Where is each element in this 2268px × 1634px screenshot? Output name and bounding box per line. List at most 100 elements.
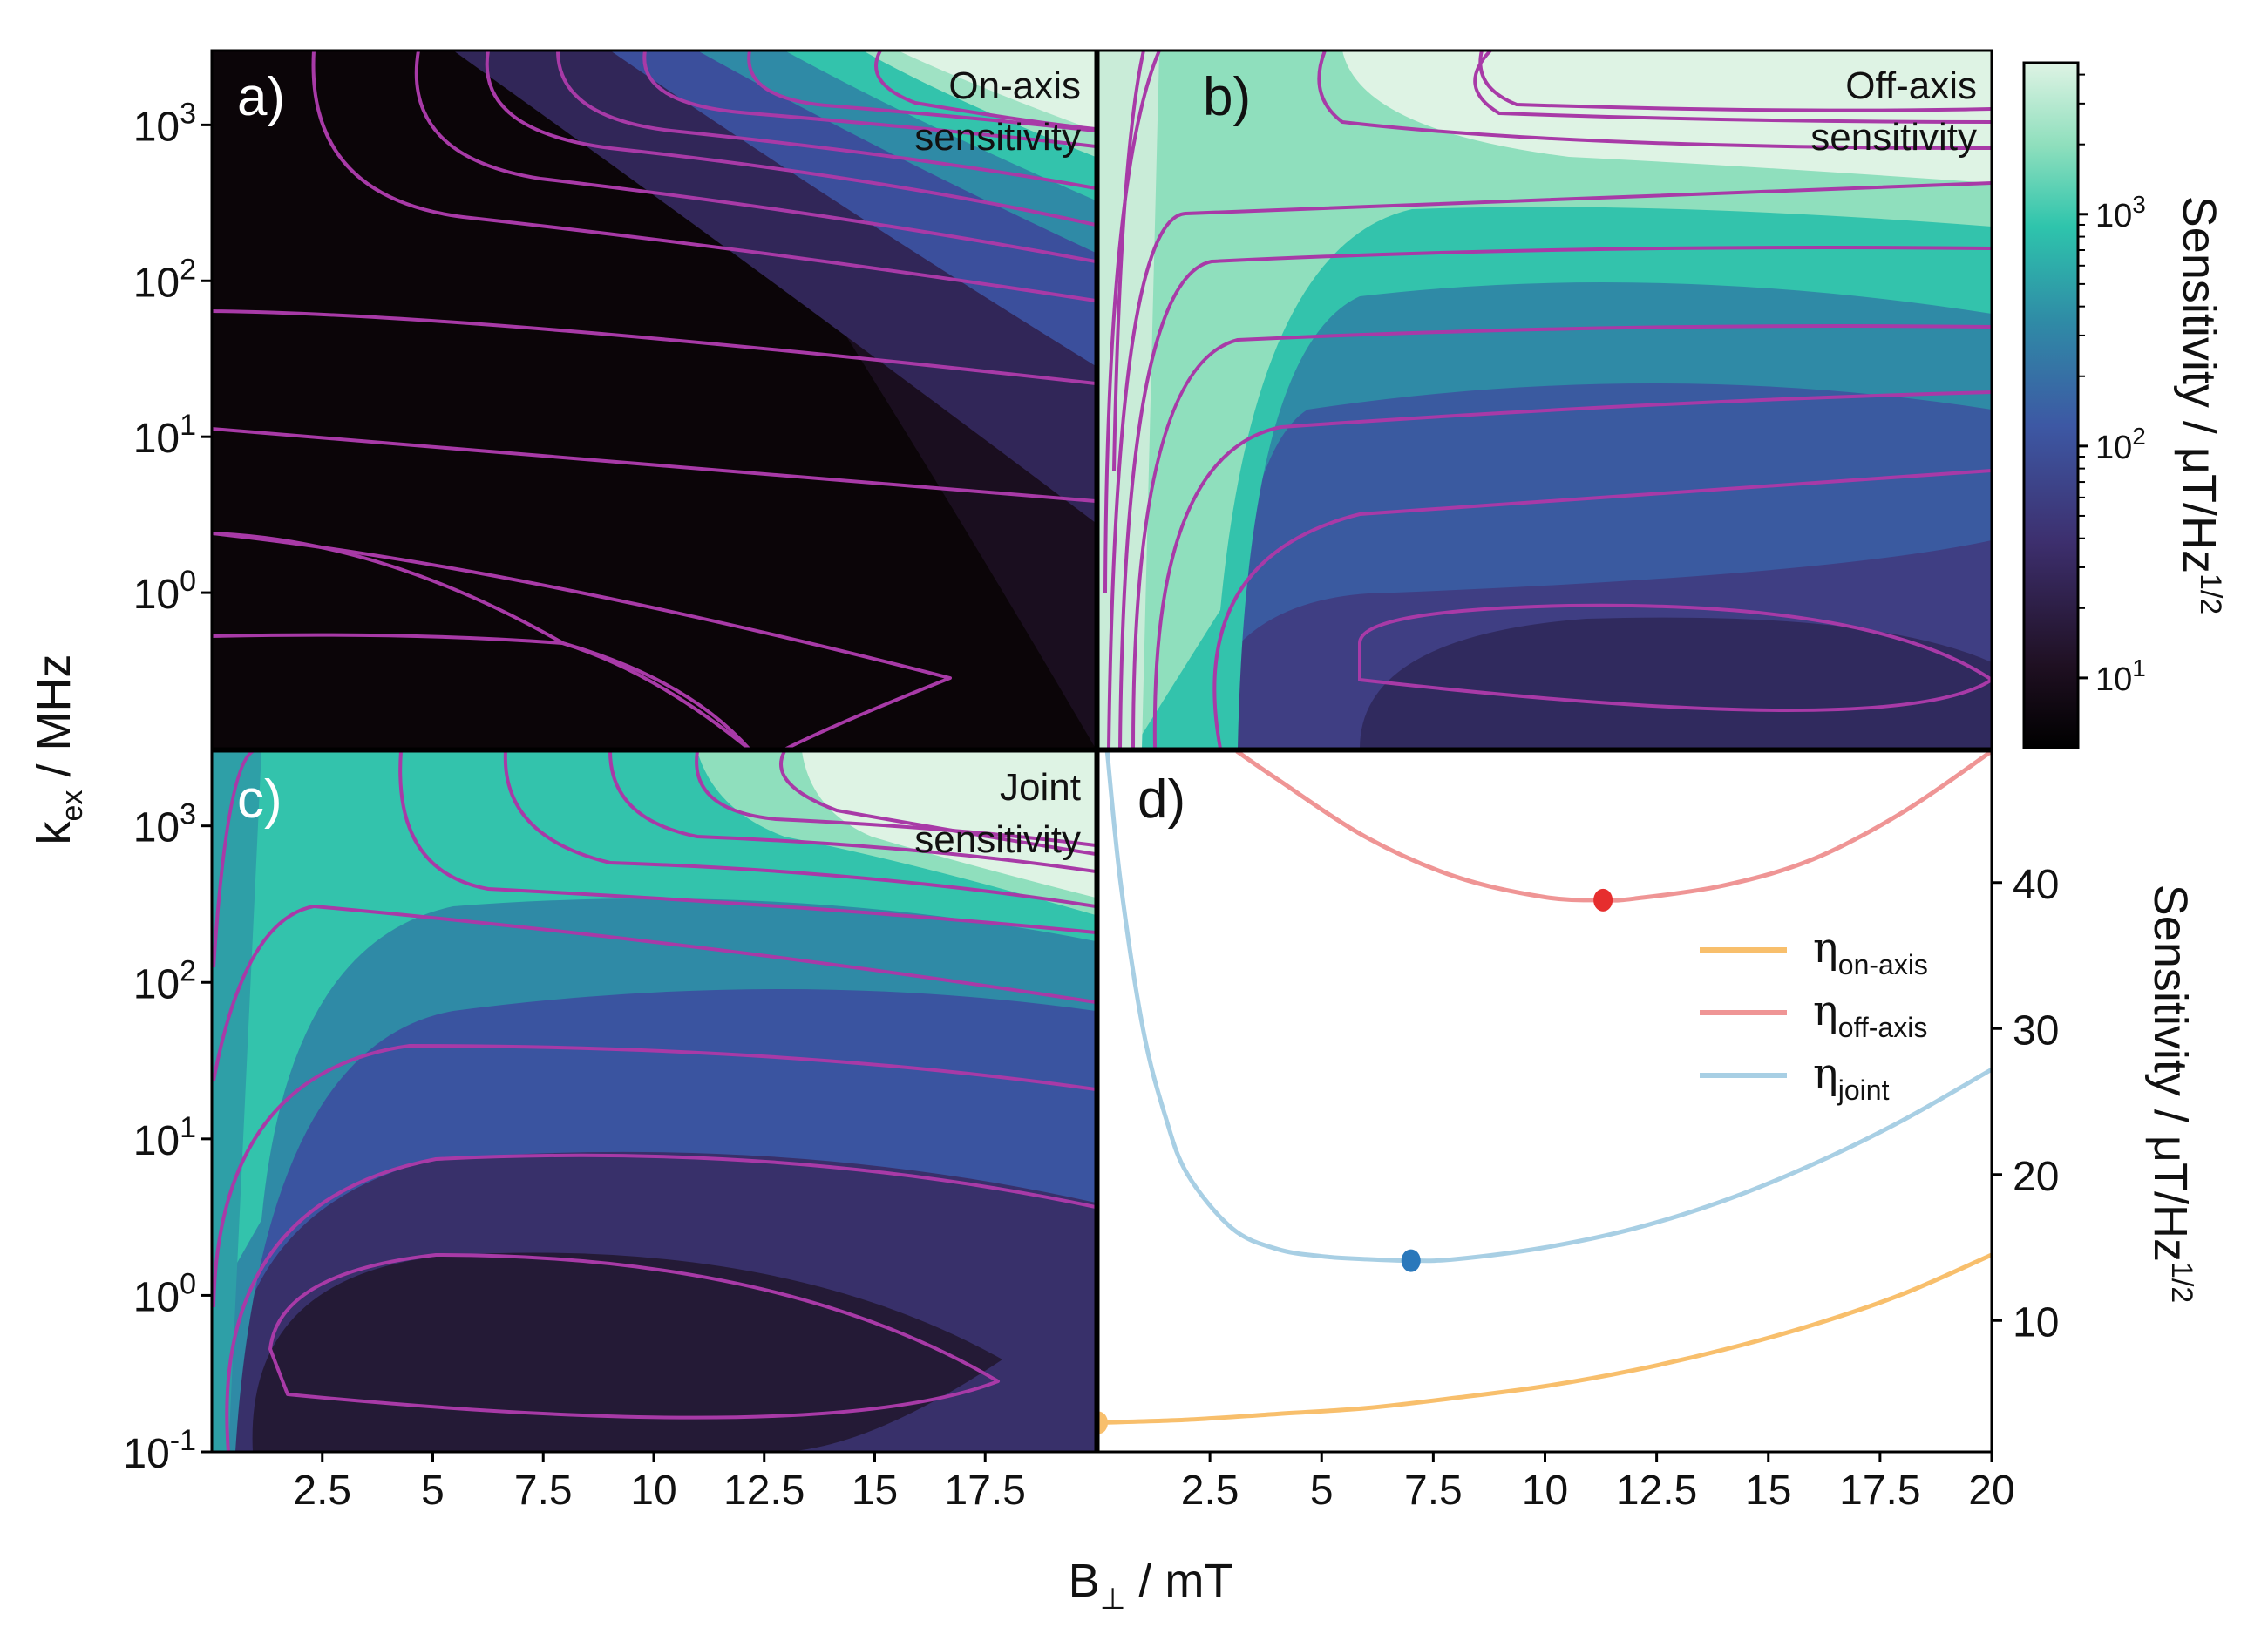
- heatmap-c-band-7: [212, 751, 261, 1452]
- axes-b-frame: [1097, 49, 1993, 750]
- shared-xlabel-rest: / mT: [1125, 1555, 1232, 1607]
- min-marker-off-axis: [1593, 888, 1613, 912]
- a-ytick-label: 100: [133, 565, 196, 618]
- c-ytick-label-base: 10: [133, 961, 180, 1007]
- c-ytick-label-base: 10: [133, 1274, 180, 1320]
- d-ytick-label: 20: [2013, 1154, 2059, 1200]
- contour-line: [212, 751, 255, 968]
- heatmap-a-band-7: [837, 51, 1096, 131]
- c-ytick-label-exp: 0: [180, 1267, 196, 1300]
- c-ytick-label: 101: [133, 1111, 196, 1164]
- legend-label-sub: on-axis: [1838, 949, 1928, 980]
- shared-ylabel-main: k: [28, 820, 80, 844]
- shared-xlabel-sub: ⊥: [1100, 1583, 1126, 1616]
- panel-b: b) Off-axis sensitivity: [1097, 49, 1993, 750]
- contour-line: [1473, 51, 1992, 124]
- contours-b: [1103, 51, 1992, 749]
- legend-label-symbol: η: [1813, 987, 1838, 1035]
- contour-line: [695, 751, 1096, 847]
- d-xtick-label: 20: [1968, 1468, 2014, 1514]
- min-marker-joint: [1401, 1249, 1421, 1272]
- colorbar-label: Sensitivity / μT/Hz1/2: [2173, 196, 2227, 614]
- shared-ylabel-sub: ex: [56, 790, 89, 822]
- c-xtick-label: 2.5: [293, 1468, 351, 1514]
- series-line-joint: [1104, 751, 1992, 1264]
- contour-line: [1358, 603, 1992, 712]
- shared-xlabel-main: B: [1069, 1555, 1100, 1607]
- contour-line: [268, 1253, 1000, 1420]
- contour-line: [212, 427, 1096, 503]
- d-xtick-label: 5: [1310, 1468, 1334, 1514]
- contour-line: [608, 751, 1096, 873]
- c-xtick-label: 5: [421, 1468, 445, 1514]
- panel-tag-b: b): [1203, 67, 1251, 127]
- shared-ylabel: kex / MHz: [28, 654, 89, 845]
- contour-line: [1103, 51, 1161, 593]
- a-ytick-label-exp: 0: [180, 565, 196, 598]
- shared-ylabel-rest: / MHz: [28, 654, 80, 790]
- legend-label-symbol: η: [1813, 1049, 1838, 1098]
- c-xtick-label: 7.5: [514, 1468, 573, 1514]
- annotation-a-line1: On-axis: [948, 64, 1081, 107]
- axes-a-frame: [210, 49, 1097, 750]
- heatmap-b-band-2: [1360, 617, 1992, 749]
- legend-label-sub: joint: [1837, 1075, 1890, 1106]
- ylabel-d-main: Sensitivity / μT/Hz: [2144, 885, 2197, 1262]
- contours-c: [212, 751, 1096, 1452]
- contour-line: [1118, 246, 1992, 749]
- panel-tag-c: c): [237, 770, 282, 830]
- colorbar-tick-base: 10: [2095, 661, 2132, 698]
- contour-line: [1317, 51, 1992, 150]
- c-ytick-label-exp: 1: [180, 1111, 196, 1144]
- a-ytick-label-base: 10: [133, 104, 180, 150]
- axes-d-background: [1098, 751, 1992, 1452]
- contour-line: [556, 51, 1096, 190]
- ylabel-d-sup: 1/2: [2165, 1262, 2198, 1303]
- colorbar-tick-exp: 3: [2132, 191, 2146, 218]
- colorbar-tick-exp: 2: [2132, 423, 2146, 450]
- contour-line: [414, 51, 1096, 263]
- xaxis-d: 2.5 5 7.5 10 12.5 15 17.5 20: [1181, 1452, 2015, 1514]
- contours-a: [212, 51, 1096, 749]
- heatmap-c-band-3: [212, 751, 1096, 1452]
- contour-line: [225, 1153, 1096, 1452]
- a-ytick-label: 101: [133, 409, 196, 462]
- contour-line: [642, 51, 1096, 148]
- a-ytick-label-base: 10: [133, 572, 180, 618]
- xaxis-c: 2.5 5 7.5 10 12.5 15 17.5: [293, 1452, 1026, 1514]
- annotation-b-line2: sensitivity: [1810, 116, 1977, 159]
- c-ytick-label-exp: 2: [180, 954, 196, 987]
- colorbar-label-main: Sensitivity / μT/Hz: [2173, 196, 2225, 573]
- annotation-a-line2: sensitivity: [914, 116, 1081, 159]
- annotation-c-line1: Joint: [1000, 766, 1081, 809]
- c-ytick-label-base: 10: [123, 1431, 169, 1477]
- colorbar-tick-exp: 1: [2132, 654, 2146, 681]
- d-xtick-label: 10: [1522, 1468, 1568, 1514]
- min-marker-on-axis: [1098, 1411, 1108, 1434]
- contour-line: [1107, 181, 1992, 749]
- c-xtick-label: 12.5: [723, 1468, 805, 1514]
- d-xtick-label: 17.5: [1839, 1468, 1920, 1514]
- d-ytick-label: 30: [2013, 1007, 2059, 1054]
- heatmap-b-band-5: [1098, 51, 1992, 749]
- contour-line: [747, 51, 1096, 132]
- contour-line: [212, 309, 1096, 385]
- annotation-b-line1: Off-axis: [1845, 64, 1977, 107]
- a-ytick-label-exp: 3: [180, 97, 196, 130]
- d-xtick-label: 2.5: [1181, 1468, 1239, 1514]
- a-ytick-label-exp: 1: [180, 409, 196, 442]
- a-ytick-label-base: 10: [133, 416, 180, 462]
- c-ytick-label: 103: [133, 798, 196, 851]
- lines-d: [1098, 751, 1992, 1434]
- contour-line: [779, 751, 1096, 856]
- panel-tag-d: d): [1137, 770, 1185, 830]
- colorbar-tick-label: 103: [2095, 191, 2146, 234]
- c-ytick-label-base: 10: [133, 805, 180, 851]
- contour-line: [874, 51, 1096, 131]
- legend-label: ηjoint: [1813, 1049, 1890, 1106]
- contour-line: [212, 633, 751, 749]
